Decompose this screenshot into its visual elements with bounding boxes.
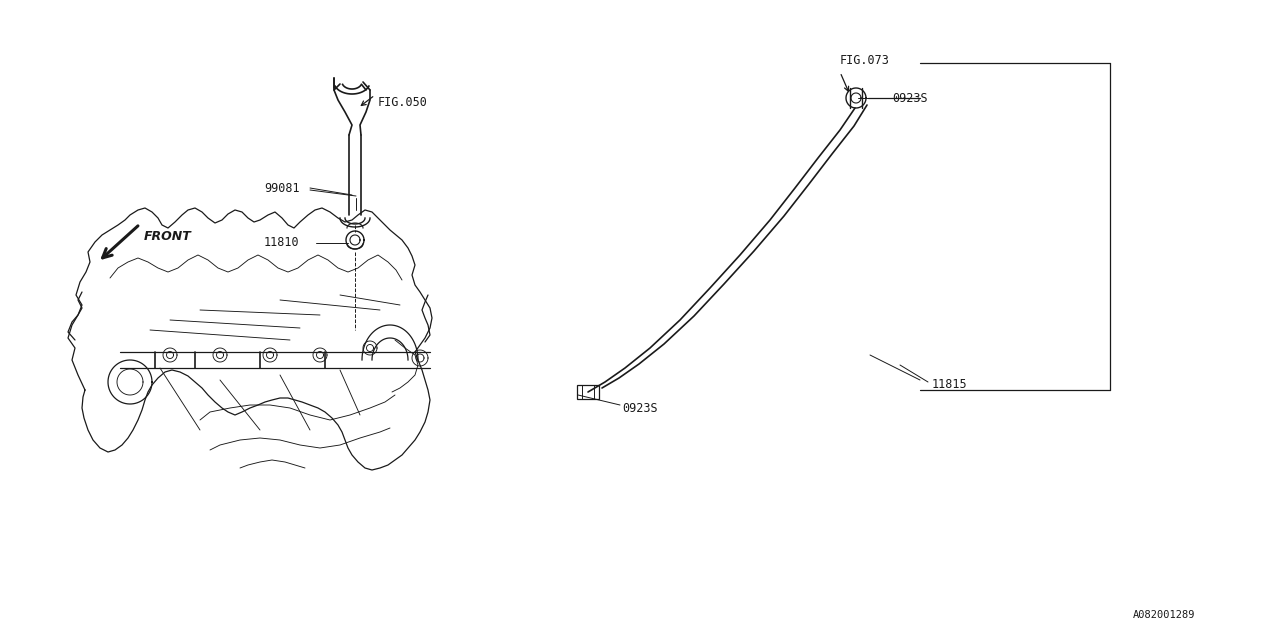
Text: 0923S: 0923S	[892, 92, 928, 104]
Text: FIG.050: FIG.050	[378, 97, 428, 109]
Bar	[577, 385, 599, 399]
Text: A082001289: A082001289	[1133, 610, 1196, 620]
Text: 0923S: 0923S	[622, 401, 658, 415]
Text: 11810: 11810	[264, 237, 300, 250]
Text: FIG.073: FIG.073	[840, 54, 890, 67]
Text: 11815: 11815	[932, 378, 968, 392]
Text: FRONT: FRONT	[143, 230, 192, 243]
Text: 99081: 99081	[264, 182, 300, 195]
